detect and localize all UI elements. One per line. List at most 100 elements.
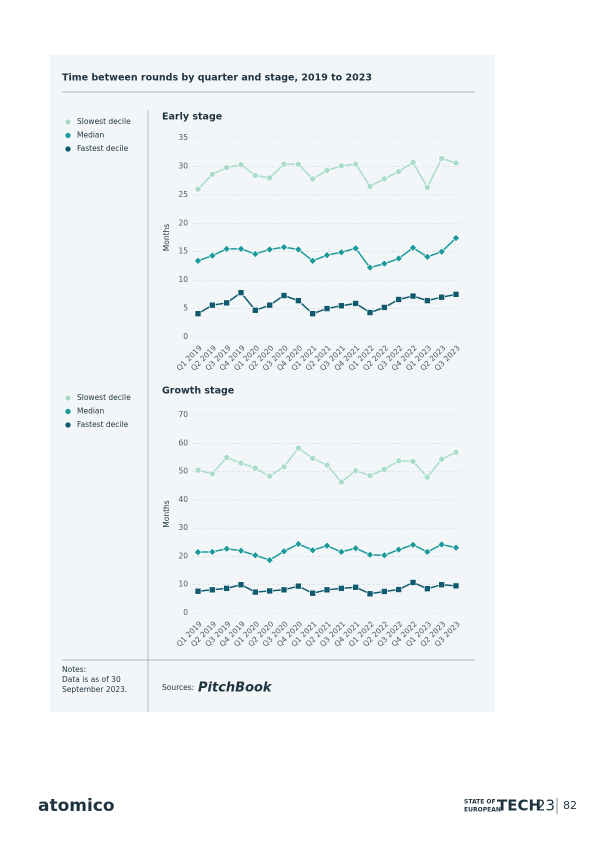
marker — [223, 299, 230, 307]
chart-title: Growth stage — [162, 386, 234, 397]
marker — [409, 579, 417, 586]
legend-marker — [64, 394, 72, 402]
marker — [451, 543, 461, 552]
marker — [252, 172, 259, 179]
logo: atomico — [38, 796, 115, 816]
y-tick-label: 10 — [178, 275, 188, 284]
marker — [266, 587, 273, 595]
marker — [352, 300, 359, 307]
y-tick-label: 25 — [178, 190, 188, 199]
marker — [194, 185, 202, 193]
marker — [194, 466, 202, 474]
notes-line: Data is as of 30 — [62, 675, 121, 684]
y-tick-label: 40 — [178, 495, 188, 504]
marker — [409, 458, 417, 465]
marker — [338, 478, 345, 486]
y-tick-label: 20 — [178, 551, 188, 560]
legend-marker — [64, 145, 72, 153]
marker — [208, 547, 217, 556]
marker — [352, 160, 359, 168]
marker — [237, 161, 245, 169]
marker — [209, 470, 216, 478]
marker — [279, 547, 289, 556]
marker — [437, 247, 446, 256]
marker — [236, 244, 246, 253]
marker — [366, 309, 374, 316]
marker — [236, 546, 246, 555]
marker — [322, 251, 332, 260]
legend-marker — [64, 132, 72, 139]
legend-label: Slowest decile — [77, 393, 131, 402]
brand-bottom: EUROPEAN — [464, 807, 501, 814]
notes-line: September 2023. — [62, 685, 127, 694]
sources-label: Sources: — [162, 683, 194, 692]
marker — [366, 183, 374, 190]
marker — [323, 461, 331, 469]
marker — [381, 466, 388, 473]
marker — [294, 245, 303, 254]
legend-label: Fastest decile — [77, 144, 129, 153]
marker — [351, 244, 360, 253]
panel — [50, 55, 495, 712]
marker — [309, 589, 316, 597]
marker — [209, 301, 216, 309]
marker — [193, 256, 203, 265]
notes-label: Notes: — [62, 665, 86, 674]
y-tick-label: 50 — [178, 467, 188, 476]
marker — [252, 306, 259, 314]
marker — [381, 175, 388, 183]
marker — [423, 252, 432, 261]
marker — [251, 249, 260, 259]
legend-marker — [64, 408, 72, 415]
marker — [409, 292, 417, 300]
marker — [265, 245, 274, 254]
brand-word: TECH — [497, 797, 541, 815]
marker — [337, 248, 346, 257]
legend-label: Fastest decile — [77, 420, 129, 429]
marker — [452, 449, 460, 456]
marker — [366, 472, 374, 479]
marker — [423, 547, 432, 556]
y-tick-label: 60 — [178, 438, 188, 447]
marker — [295, 582, 302, 590]
marker — [323, 167, 331, 174]
y-tick-label: 70 — [178, 410, 188, 419]
marker — [222, 244, 231, 253]
marker — [308, 256, 317, 265]
marker — [295, 297, 302, 304]
marker — [394, 545, 403, 554]
marker — [438, 455, 445, 463]
page-title: Time between rounds by quarter and stage… — [62, 73, 372, 84]
y-axis-label: Months — [162, 500, 171, 528]
legend-label: Slowest decile — [77, 117, 131, 126]
marker — [424, 473, 431, 481]
marker — [193, 548, 203, 557]
marker — [266, 301, 273, 309]
y-tick-label: 35 — [178, 133, 188, 142]
marker — [209, 586, 216, 594]
marker — [294, 539, 303, 549]
marker — [309, 454, 316, 462]
marker — [322, 541, 332, 550]
marker — [280, 586, 288, 594]
legend-marker — [64, 421, 72, 429]
marker — [438, 293, 445, 301]
marker — [337, 547, 346, 556]
marker — [223, 164, 230, 171]
marker — [437, 540, 446, 549]
marker — [323, 586, 331, 594]
marker — [424, 184, 431, 191]
marker — [338, 162, 345, 170]
marker — [280, 160, 288, 168]
marker — [451, 234, 461, 243]
legend-label: Median — [77, 131, 105, 140]
marker — [194, 310, 202, 317]
marker — [223, 454, 230, 461]
marker — [194, 587, 202, 595]
marker — [351, 544, 360, 553]
legend-label: Median — [77, 407, 105, 416]
marker — [308, 546, 317, 555]
source-logo: PitchBook — [198, 681, 273, 696]
legend-marker — [64, 118, 72, 126]
